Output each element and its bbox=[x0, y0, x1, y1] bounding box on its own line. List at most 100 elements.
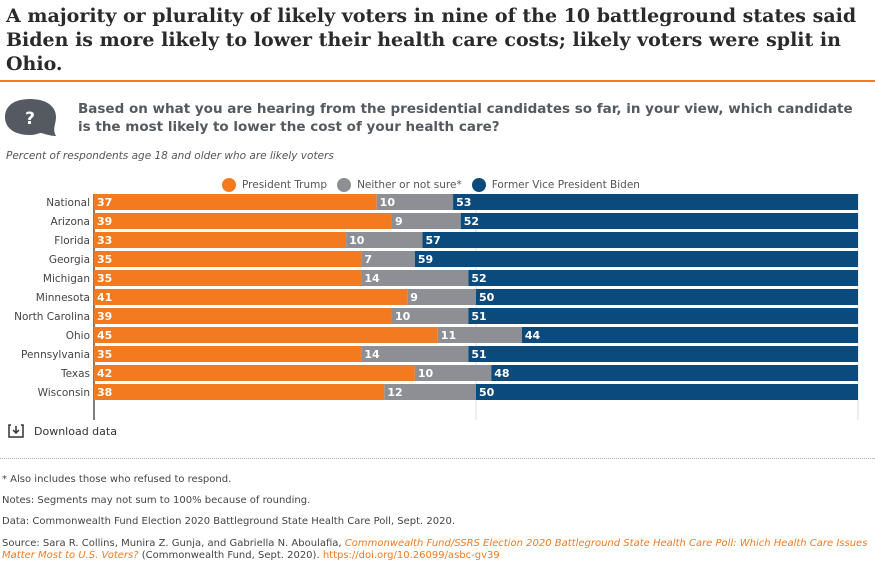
bar-segment bbox=[94, 384, 385, 400]
category-label: Wisconsin bbox=[38, 387, 90, 399]
download-label: Download data bbox=[34, 424, 117, 438]
bar-segment bbox=[414, 251, 858, 267]
category-label: Texas bbox=[60, 368, 90, 380]
bar-segment bbox=[391, 213, 461, 229]
data-label: 41 bbox=[97, 291, 112, 304]
bar-segment bbox=[361, 251, 415, 267]
legend-item-trump: President Trump bbox=[222, 178, 327, 192]
category-label: North Carolina bbox=[14, 311, 90, 323]
bar-segment bbox=[94, 327, 438, 343]
stacked-bar-chart: 050100National371053Arizona39952Florida3… bbox=[14, 194, 859, 420]
category-label: National bbox=[46, 197, 90, 209]
bar-segment bbox=[468, 308, 858, 324]
data-label: 35 bbox=[97, 348, 112, 361]
bar-segment bbox=[346, 232, 423, 248]
data-label: 51 bbox=[471, 310, 486, 323]
source-citation: Source: Sara R. Collins, Munira Z. Gunja… bbox=[2, 538, 872, 562]
legend-label: Neither or not sure* bbox=[357, 179, 462, 191]
category-label: Ohio bbox=[66, 330, 90, 342]
bar-segment bbox=[468, 346, 858, 362]
bar-segment bbox=[391, 308, 469, 324]
category-label: Pennsylvania bbox=[21, 349, 90, 361]
data-label: 48 bbox=[494, 367, 509, 380]
question-text: Based on what you are hearing from the p… bbox=[78, 101, 853, 135]
data-label: 52 bbox=[471, 272, 486, 285]
data-label: 12 bbox=[387, 386, 402, 399]
data-label: 9 bbox=[395, 215, 403, 228]
data-label: 14 bbox=[364, 272, 380, 285]
download-icon bbox=[8, 424, 24, 438]
legend-swatch bbox=[471, 178, 486, 192]
data-label: 59 bbox=[418, 253, 433, 266]
data-label: 33 bbox=[97, 234, 112, 247]
bar-segment bbox=[94, 365, 415, 381]
bar-segment bbox=[94, 346, 362, 362]
data-label: 44 bbox=[525, 329, 541, 342]
notes: Notes: Segments may not sum to 100% beca… bbox=[2, 495, 311, 506]
legend-label: President Trump bbox=[242, 179, 328, 191]
data-label: 14 bbox=[364, 348, 380, 361]
data-label: 9 bbox=[410, 291, 418, 304]
bar-segment bbox=[521, 327, 858, 343]
data-label: 10 bbox=[380, 196, 396, 209]
data-label: 37 bbox=[97, 196, 112, 209]
footnote: * Also includes those who refused to res… bbox=[2, 474, 232, 485]
bar-segment bbox=[437, 327, 522, 343]
bar-segment bbox=[476, 289, 858, 305]
legend-item-biden: Former Vice President Biden bbox=[471, 178, 640, 192]
bar-segment bbox=[361, 346, 469, 362]
bar-segment bbox=[94, 270, 362, 286]
doi-link[interactable]: https://doi.org/10.26099/asbc-gv39 bbox=[322, 550, 500, 561]
data-source: Data: Commonwealth Fund Election 2020 Ba… bbox=[2, 516, 456, 527]
bar-segment bbox=[94, 251, 362, 267]
legend-item-neither: Neither or not sure* bbox=[337, 178, 462, 192]
bar-segment bbox=[94, 308, 392, 324]
bar-segment bbox=[476, 384, 858, 400]
data-label: 10 bbox=[418, 367, 434, 380]
data-label: 53 bbox=[456, 196, 471, 209]
bar-segment bbox=[460, 213, 858, 229]
data-label: 7 bbox=[364, 253, 372, 266]
title-divider bbox=[0, 80, 875, 82]
category-label: Florida bbox=[54, 235, 90, 247]
bar-segment bbox=[94, 289, 408, 305]
bar-segment bbox=[94, 232, 347, 248]
question-bubble-icon: ? bbox=[5, 99, 56, 136]
data-label: 35 bbox=[97, 253, 112, 266]
bar-segment bbox=[361, 270, 469, 286]
data-label: 38 bbox=[97, 386, 112, 399]
data-label: 50 bbox=[479, 386, 495, 399]
legend: President Trump Neither or not sure* For… bbox=[222, 178, 640, 192]
legend-swatch bbox=[222, 178, 236, 192]
bar-segment bbox=[491, 365, 858, 381]
category-label: Minnesota bbox=[36, 292, 90, 304]
category-label: Arizona bbox=[51, 216, 90, 228]
bar-segment bbox=[407, 289, 476, 305]
data-label: 10 bbox=[395, 310, 411, 323]
data-label: 57 bbox=[426, 234, 441, 247]
legend-swatch bbox=[337, 178, 352, 192]
bar-segment bbox=[94, 213, 392, 229]
data-label: 11 bbox=[441, 329, 456, 342]
data-label: 45 bbox=[97, 329, 112, 342]
chart-title: A majority or plurality of likely voters… bbox=[6, 5, 857, 75]
data-label: 51 bbox=[471, 348, 486, 361]
bar-segment bbox=[422, 232, 858, 248]
bar-segment bbox=[94, 194, 377, 210]
footer-divider bbox=[0, 458, 875, 459]
bar-segment bbox=[453, 194, 858, 210]
legend-label: Former Vice President Biden bbox=[491, 179, 640, 191]
bar-segment bbox=[414, 365, 492, 381]
category-label: Michigan bbox=[43, 273, 90, 285]
download-data-button[interactable]: Download data bbox=[8, 424, 117, 438]
data-label: 52 bbox=[464, 215, 479, 228]
bar-segment bbox=[376, 194, 454, 210]
source-link[interactable]: Commonwealth Fund/SSRS Election 2020 Bat… bbox=[2, 538, 868, 561]
data-label: 50 bbox=[479, 291, 495, 304]
data-label: 39 bbox=[97, 215, 112, 228]
data-label: 10 bbox=[349, 234, 365, 247]
data-label: 39 bbox=[97, 310, 112, 323]
source-suffix: (Commonwealth Fund, Sept. 2020). bbox=[138, 550, 323, 561]
data-label: 35 bbox=[97, 272, 112, 285]
category-label: Georgia bbox=[49, 254, 90, 266]
